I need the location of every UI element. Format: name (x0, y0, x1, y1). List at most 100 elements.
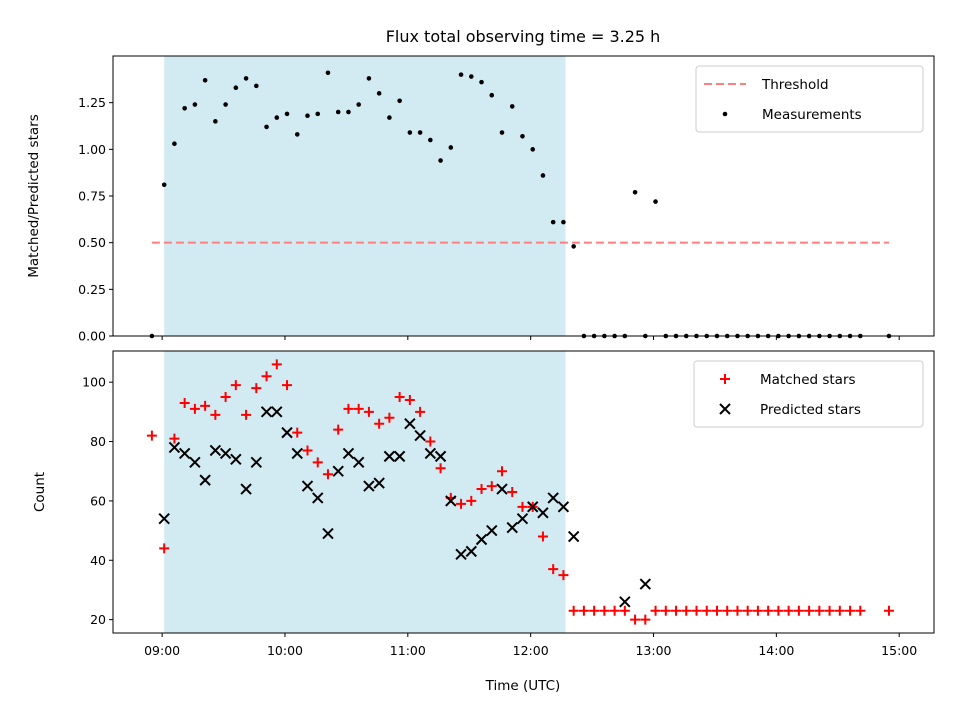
legend-predicted-label: Predicted stars (760, 402, 861, 418)
matched-star-point (630, 614, 641, 625)
predicted-star-point (455, 548, 467, 561)
matched-star-point (824, 605, 835, 616)
matched-star-point (804, 605, 815, 616)
predicted-star-point (527, 501, 539, 513)
matched-star-point (456, 498, 467, 509)
legend-measurements-label: Measurements (762, 107, 862, 123)
matched-star-point (189, 403, 200, 414)
measurement-point (294, 132, 300, 137)
matched-star-point (558, 570, 569, 581)
matched-star-point (312, 457, 323, 468)
matched-star-point (742, 605, 753, 616)
predicted-star-point (158, 513, 170, 525)
measurement-point (468, 74, 474, 79)
matched-star-point (845, 605, 856, 616)
predicted-star-point (168, 441, 181, 454)
matched-star-point (773, 605, 784, 616)
matched-star-point (578, 605, 589, 616)
measurement-point (489, 92, 495, 98)
predicted-star-point (312, 492, 324, 504)
matched-star-point (292, 427, 303, 438)
predicted-star-point (199, 474, 211, 486)
predicted-star-point (486, 524, 498, 537)
predicted-star-point (516, 513, 529, 525)
predicted-star-point (619, 596, 631, 608)
y-tick-label: 1.25 (78, 95, 106, 110)
matched-star-point (660, 605, 671, 616)
predicted-star-point (219, 447, 232, 460)
legend-measurements-swatch (722, 111, 728, 117)
matched-star-point (732, 605, 743, 616)
predicted-star-point (332, 465, 344, 477)
matched-star-point (650, 605, 661, 616)
y-tick-label: 60 (90, 493, 106, 508)
measurement-point (223, 102, 228, 107)
predicted-star-point (291, 447, 303, 460)
predicted-star-point (639, 578, 652, 590)
matched-star-point (783, 605, 794, 616)
matched-star-point (691, 605, 702, 616)
matched-star-point (517, 501, 528, 512)
predicted-star-point (445, 495, 457, 507)
predicted-star-point (393, 450, 406, 463)
measurement-point (530, 147, 536, 152)
matched-star-point (548, 564, 559, 575)
predicted-star-point (567, 530, 580, 543)
measurement-point (346, 109, 351, 115)
measurement-point (161, 182, 167, 188)
matched-star-point (640, 614, 651, 625)
predicted-star-point (342, 447, 355, 460)
y-tick-label: 20 (90, 612, 106, 627)
predicted-star-point (240, 483, 252, 495)
predicted-star-point (475, 533, 488, 546)
matched-star-point (671, 605, 682, 616)
measurement-point (243, 76, 249, 81)
chart-title: Flux total observing time = 3.25 h (386, 27, 661, 46)
x-tick-label: 15:00 (881, 643, 917, 658)
measurement-point (397, 98, 402, 104)
predicted-star-point (383, 450, 396, 463)
measurement-point (213, 119, 218, 124)
matched-star-point (210, 409, 221, 420)
predicted-star-point (363, 480, 375, 492)
matched-star-point (701, 605, 712, 616)
matched-star-point (711, 605, 722, 616)
predicted-star-point (424, 447, 437, 460)
matched-star-point (343, 403, 354, 414)
measurement-point (653, 199, 658, 204)
measurement-point (448, 145, 454, 150)
predicted-star-point (434, 450, 447, 463)
matched-star-point (374, 418, 385, 429)
count-panel-ylabel: Count (32, 472, 48, 512)
measurement-point (192, 102, 198, 107)
matched-star-point (681, 605, 692, 616)
y-tick-label: 80 (90, 434, 106, 449)
predicted-star-point (250, 456, 263, 469)
matched-star-point (353, 403, 364, 414)
count-panel-legend: Matched stars Predicted stars (693, 360, 924, 428)
predicted-star-point (281, 426, 293, 439)
predicted-star-point (189, 456, 201, 469)
matched-star-point (609, 605, 620, 616)
measurement-point (264, 124, 269, 130)
predicted-star-point (506, 521, 518, 534)
matched-star-point (394, 392, 405, 403)
matched-star-point (230, 380, 241, 391)
predicted-star-point (352, 456, 365, 469)
matched-star-point (763, 605, 774, 616)
measurement-point (479, 79, 484, 85)
count-panel: 20 40 60 80 100 09:00 10:00 11:00 12:00 13:00 14:… (32, 350, 935, 694)
measurement-point (571, 244, 576, 249)
matched-star-point (722, 605, 733, 616)
matched-star-point (333, 424, 344, 435)
predicted-star-point (414, 429, 426, 442)
matched-star-point (200, 400, 211, 411)
measurement-point (315, 111, 321, 117)
x-tick-label: 11:00 (390, 643, 426, 658)
measurement-point (366, 76, 372, 81)
x-tick-label: 10:00 (267, 643, 303, 658)
predicted-star-point (537, 507, 549, 519)
predicted-star-point (496, 483, 508, 495)
count-panel-frame (112, 350, 935, 634)
matched-star-point (814, 605, 825, 616)
